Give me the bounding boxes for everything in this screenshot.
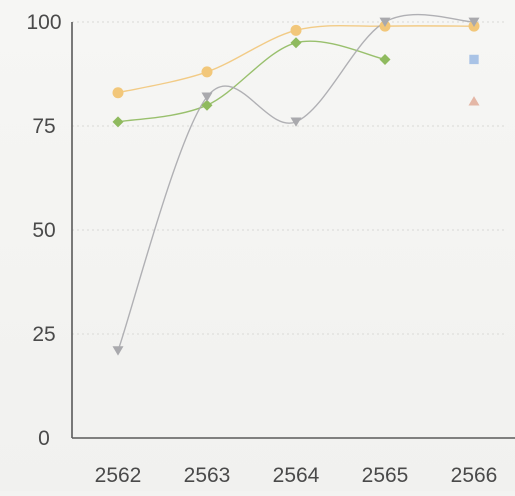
y-tick-label: 50 — [32, 219, 55, 242]
data-point-0-0 — [112, 87, 124, 99]
series-line-2 — [117, 13, 475, 351]
data-point-1-1 — [201, 99, 213, 111]
y-tick-label: 100 — [26, 11, 61, 34]
data-point-2-0 — [112, 346, 124, 356]
y-tick-label: 0 — [38, 427, 50, 450]
data-markers — [112, 17, 480, 356]
data-point-2-1 — [201, 92, 213, 102]
data-point-0-1 — [201, 66, 213, 78]
x-tick-label: 2563 — [184, 464, 231, 487]
y-tick-label: 75 — [32, 115, 55, 138]
x-tick-label: 2564 — [273, 464, 320, 487]
data-point-0-2 — [290, 24, 302, 36]
axes — [71, 22, 515, 439]
grid-lines — [72, 21, 505, 335]
x-tick-label: 2566 — [451, 464, 498, 487]
data-point-2-2 — [290, 117, 302, 127]
data-point-4-4 — [468, 96, 480, 106]
data-point-2-4 — [468, 17, 480, 27]
y-tick-label: 25 — [32, 323, 55, 346]
data-point-1-0 — [112, 116, 124, 128]
data-point-3-4 — [469, 54, 479, 65]
tick-labels: 0 25 50 75 100 2562 2563 2564 2565 2566 — [26, 11, 497, 487]
data-point-1-3 — [379, 53, 391, 65]
series-lines — [117, 13, 475, 351]
x-tick-label: 2565 — [362, 464, 409, 487]
data-point-2-3 — [379, 17, 391, 27]
series-line-1 — [117, 40, 386, 123]
x-tick-label: 2562 — [95, 464, 142, 487]
data-point-1-2 — [290, 37, 302, 49]
